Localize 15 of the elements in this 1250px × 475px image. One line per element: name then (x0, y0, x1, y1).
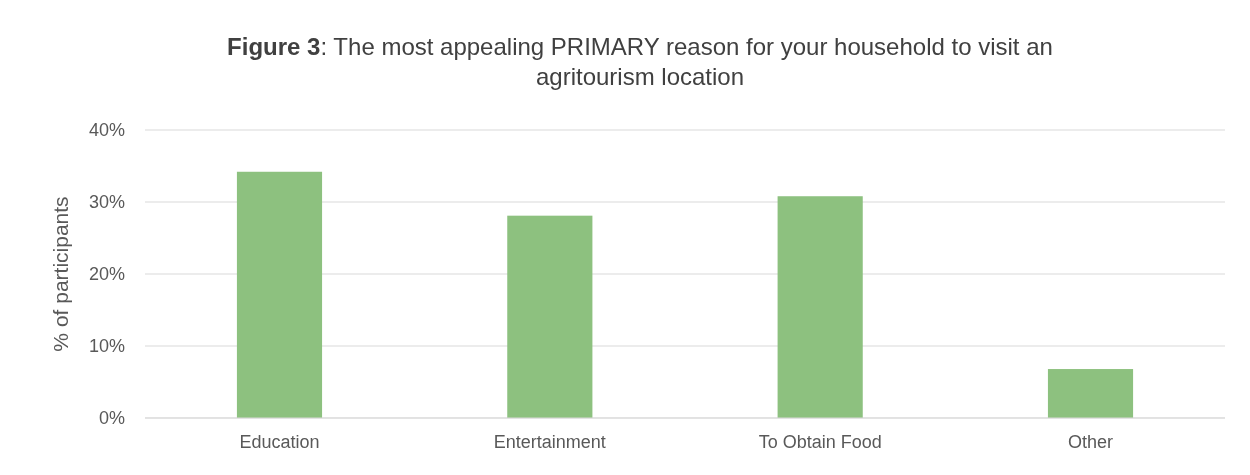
bar (236, 171, 323, 418)
chart-title: Figure 3: The most appealing PRIMARY reason for your household to visit an agritourism location (227, 33, 1053, 90)
y-tick-label: 10% (88, 336, 125, 357)
x-tick-label: Entertainment (493, 432, 606, 452)
y-tick-label: 20% (88, 264, 125, 285)
bar (1047, 369, 1134, 418)
y-tick-label: 40% (88, 120, 125, 141)
y-axis-title: % of participants (49, 196, 72, 352)
y-tick-label: 30% (88, 192, 125, 213)
y-tick-label: 0% (98, 408, 125, 429)
x-tick-label: Other (1067, 432, 1114, 452)
x-tick-label: To Obtain Food (758, 432, 882, 452)
bar (507, 215, 593, 418)
x-tick-label: Education (239, 432, 320, 452)
bar (777, 196, 863, 418)
